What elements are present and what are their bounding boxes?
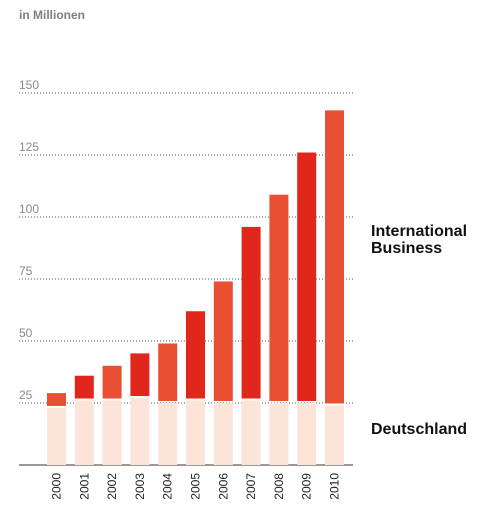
x-tick-label: 2006: [216, 473, 230, 500]
x-tick-label: 2004: [161, 473, 175, 500]
bar-deutschland-2000: [47, 407, 66, 465]
bar-deutschland-2001: [74, 400, 94, 465]
legend-international: International Business: [371, 223, 468, 257]
x-tick-label: 2010: [328, 473, 342, 500]
bar-deutschland-2010: [325, 405, 344, 465]
y-tick-label: 150: [19, 78, 39, 92]
x-tick-label: 2007: [244, 473, 258, 500]
bar-deutschland-2002: [102, 400, 122, 465]
bar-international-2003: [130, 353, 150, 397]
y-tick-label: 25: [19, 388, 33, 402]
x-tick-label: 2002: [105, 473, 119, 500]
bar-deutschland-2008: [269, 403, 289, 465]
bar-deutschland-2005: [186, 400, 205, 465]
x-tick-label: 2005: [189, 473, 203, 500]
bar-international-2006: [213, 281, 233, 401]
unit-label: in Millionen: [19, 8, 85, 22]
bar-international-2010: [325, 110, 344, 404]
y-tick-label: 100: [19, 202, 39, 216]
bar-international-2008: [269, 194, 289, 401]
x-tick-label: 2001: [77, 473, 91, 500]
bar-international-2001: [74, 375, 94, 399]
bar-international-2007: [241, 226, 261, 399]
y-tick-label: 125: [19, 140, 39, 154]
x-tick-label: 2000: [50, 473, 64, 500]
y-tick-label: 50: [19, 326, 33, 340]
bar-deutschland-2003: [130, 398, 150, 465]
legend-deutschland: Deutschland: [371, 421, 468, 438]
bar-international-2000: [47, 393, 66, 406]
bar-international-2004: [158, 343, 178, 401]
bar-deutschland-2009: [297, 403, 317, 465]
x-tick-label: 2008: [272, 473, 286, 500]
bar-international-2002: [102, 365, 122, 399]
x-tick-label: 2009: [300, 473, 314, 500]
bar-deutschland-2004: [158, 403, 178, 465]
x-tick-label: 2003: [133, 473, 147, 500]
bar-deutschland-2007: [241, 400, 261, 465]
bar-deutschland-2006: [213, 403, 233, 465]
y-tick-label: 75: [19, 264, 33, 278]
bar-international-2009: [297, 152, 317, 401]
bar-international-2005: [186, 311, 205, 399]
